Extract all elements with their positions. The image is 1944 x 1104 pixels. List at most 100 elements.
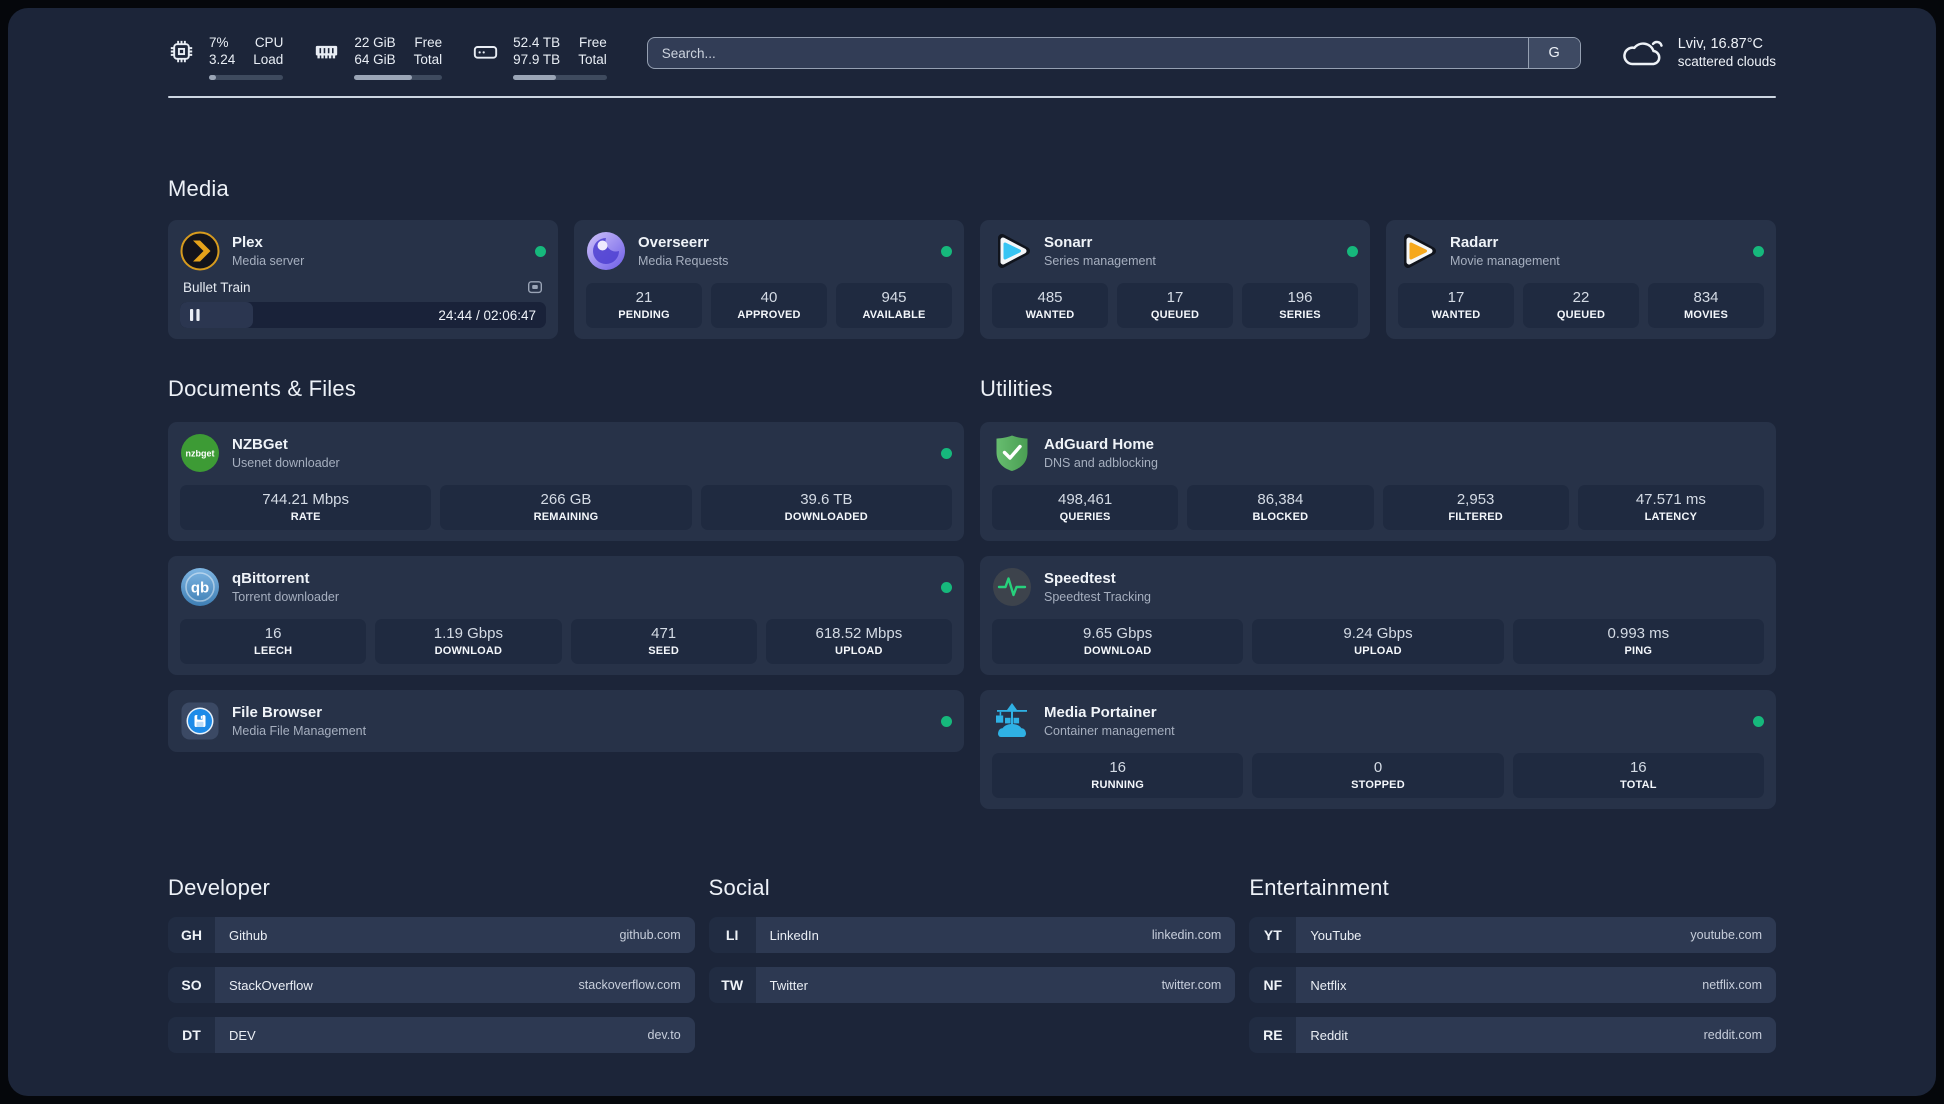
app-card-portainer[interactable]: Media Portainer Container management 16 … [980, 690, 1776, 809]
app-card-radarr[interactable]: Radarr Movie management 17 WANTED 22 QUE… [1386, 220, 1776, 339]
search-bar: G [646, 37, 1581, 69]
app-card-qbittorrent[interactable]: qb qBittorrent Torrent downloader 16 LEE… [168, 556, 964, 675]
link-name: LinkedIn [769, 927, 819, 943]
link-name: StackOverflow [229, 977, 313, 993]
app-name: AdGuard Home [1044, 436, 1155, 453]
link-url: dev.to [647, 1028, 681, 1042]
app-name: NZBGet [232, 436, 288, 453]
sonarr-icon [998, 234, 1030, 268]
link-linkedin[interactable]: LI LinkedIn linkedin.com [708, 917, 1236, 953]
link-url: youtube.com [1690, 928, 1762, 942]
stat-available: 945 AVAILABLE [836, 283, 952, 328]
cpu-stat: 7% 3.24 CPU Load [168, 35, 284, 80]
entertainment-column: Entertainment YT YouTube youtube.com NF … [1249, 875, 1776, 1053]
stat-leech: 16 LEECH [180, 619, 367, 664]
now-playing-row: Bullet Train [180, 279, 546, 295]
status-dot [1753, 245, 1764, 257]
stat-queued: 22 QUEUED [1523, 283, 1639, 328]
app-description: Media File Management [232, 724, 367, 738]
svg-text:nzbget: nzbget [186, 449, 215, 459]
stat-approved: 40 APPROVED [711, 283, 827, 328]
link-abbr: RE [1249, 1017, 1297, 1053]
speedtest-icon [993, 568, 1031, 606]
search-engine-button[interactable]: G [1527, 38, 1580, 68]
section-title-entertainment: Entertainment [1249, 875, 1389, 900]
memory-stat: 22 GiB 64 GiB Free Total [313, 35, 443, 80]
status-dot [941, 581, 952, 593]
app-description: Torrent downloader [232, 590, 340, 604]
qbittorrent-icon: qb [181, 568, 219, 606]
link-github[interactable]: GH Github github.com [168, 917, 695, 953]
cpu-progress-bar [209, 75, 284, 80]
filebrowser-icon [181, 702, 219, 740]
link-youtube[interactable]: YT YouTube youtube.com [1249, 917, 1776, 953]
system-stats: 7% 3.24 CPU Load 22 GiB 64 GiB [168, 35, 607, 80]
now-playing-title: Bullet Train [183, 279, 251, 295]
app-card-adguard[interactable]: AdGuard Home DNS and adblocking 498,461 … [980, 422, 1776, 541]
weather-condition: scattered clouds [1677, 53, 1776, 69]
app-card-sonarr[interactable]: Sonarr Series management 485 WANTED 17 Q… [980, 220, 1370, 339]
link-url: netflix.com [1702, 978, 1762, 992]
session-icon[interactable] [527, 279, 543, 295]
link-name: Twitter [769, 977, 808, 993]
app-card-plex[interactable]: Plex Media server Bullet Train 24:44 / [168, 220, 558, 339]
stat-wanted: 485 WANTED [992, 283, 1108, 328]
stat-rate: 744.21 Mbps RATE [180, 485, 432, 530]
stat-total: 16 TOTAL [1512, 753, 1764, 798]
app-card-nzbget[interactable]: nzbget NZBGet Usenet downloader 744.21 M… [168, 422, 964, 541]
app-card-speedtest[interactable]: Speedtest Speedtest Tracking 9.65 Gbps D… [980, 556, 1776, 675]
app-name: qBittorrent [232, 570, 310, 587]
link-name: YouTube [1310, 927, 1362, 943]
link-name: Reddit [1310, 1027, 1348, 1043]
media-player-bar[interactable]: 24:44 / 02:06:47 [180, 302, 546, 328]
link-name: Netflix [1310, 977, 1347, 993]
link-netflix[interactable]: NF Netflix netflix.com [1249, 967, 1776, 1003]
status-dot [1347, 245, 1358, 257]
link-abbr: SO [168, 967, 215, 1003]
disk-progress-bar [513, 75, 607, 80]
app-description: Media Requests [638, 254, 729, 268]
memory-values: 22 GiB 64 GiB [354, 35, 396, 67]
link-twitter[interactable]: TW Twitter twitter.com [708, 967, 1236, 1003]
status-dot [941, 245, 952, 257]
link-abbr: GH [168, 917, 215, 953]
app-description: Container management [1044, 724, 1175, 738]
app-description: Movie management [1450, 254, 1560, 268]
status-dot [941, 447, 952, 459]
plex-icon [180, 231, 220, 271]
documents-column: Documents & Files nzbget NZBGet Usenet d… [168, 376, 964, 809]
app-description: Media server [232, 254, 305, 268]
app-description: DNS and adblocking [1044, 456, 1158, 470]
app-description: Usenet downloader [232, 456, 340, 470]
stat-download: 9.65 Gbps DOWNLOAD [992, 619, 1244, 664]
playback-time: 24:44 / 02:06:47 [438, 307, 536, 323]
search-input[interactable] [647, 38, 1528, 68]
link-dev[interactable]: DT DEV dev.to [168, 1017, 695, 1053]
link-abbr: TW [708, 967, 756, 1003]
link-name: DEV [229, 1027, 256, 1043]
link-abbr: DT [168, 1017, 215, 1053]
app-description: Speedtest Tracking [1044, 590, 1152, 604]
svg-text:qb: qb [191, 580, 209, 597]
stat-wanted: 17 WANTED [1398, 283, 1514, 328]
cloud-icon [1622, 40, 1663, 66]
app-card-overseerr[interactable]: Overseerr Media Requests 21 PENDING 40 A… [574, 220, 964, 339]
stat-ping: 0.993 ms PING [1512, 619, 1764, 664]
app-name: File Browser [232, 704, 323, 721]
developer-column: Developer GH Github github.com SO StackO… [168, 875, 695, 1053]
link-reddit[interactable]: RE Reddit reddit.com [1249, 1017, 1776, 1053]
stat-blocked: 86,384 BLOCKED [1187, 485, 1374, 530]
link-stackoverflow[interactable]: SO StackOverflow stackoverflow.com [168, 967, 695, 1003]
stat-upload: 9.24 Gbps UPLOAD [1252, 619, 1504, 664]
app-card-filebrowser[interactable]: File Browser Media File Management [168, 690, 964, 752]
stat-filtered: 2,953 FILTERED [1382, 485, 1569, 530]
section-title-utilities: Utilities [980, 376, 1053, 401]
pause-icon[interactable] [190, 309, 200, 321]
section-title-documents: Documents & Files [168, 376, 357, 401]
disk-values: 52.4 TB 97.9 TB [513, 35, 561, 67]
overseerr-icon [587, 232, 625, 270]
memory-labels: Free Total [413, 35, 443, 67]
stat-stopped: 0 STOPPED [1252, 753, 1504, 798]
utilities-column: Utilities AdGuard Home [980, 376, 1776, 809]
stat-seed: 471 SEED [570, 619, 757, 664]
